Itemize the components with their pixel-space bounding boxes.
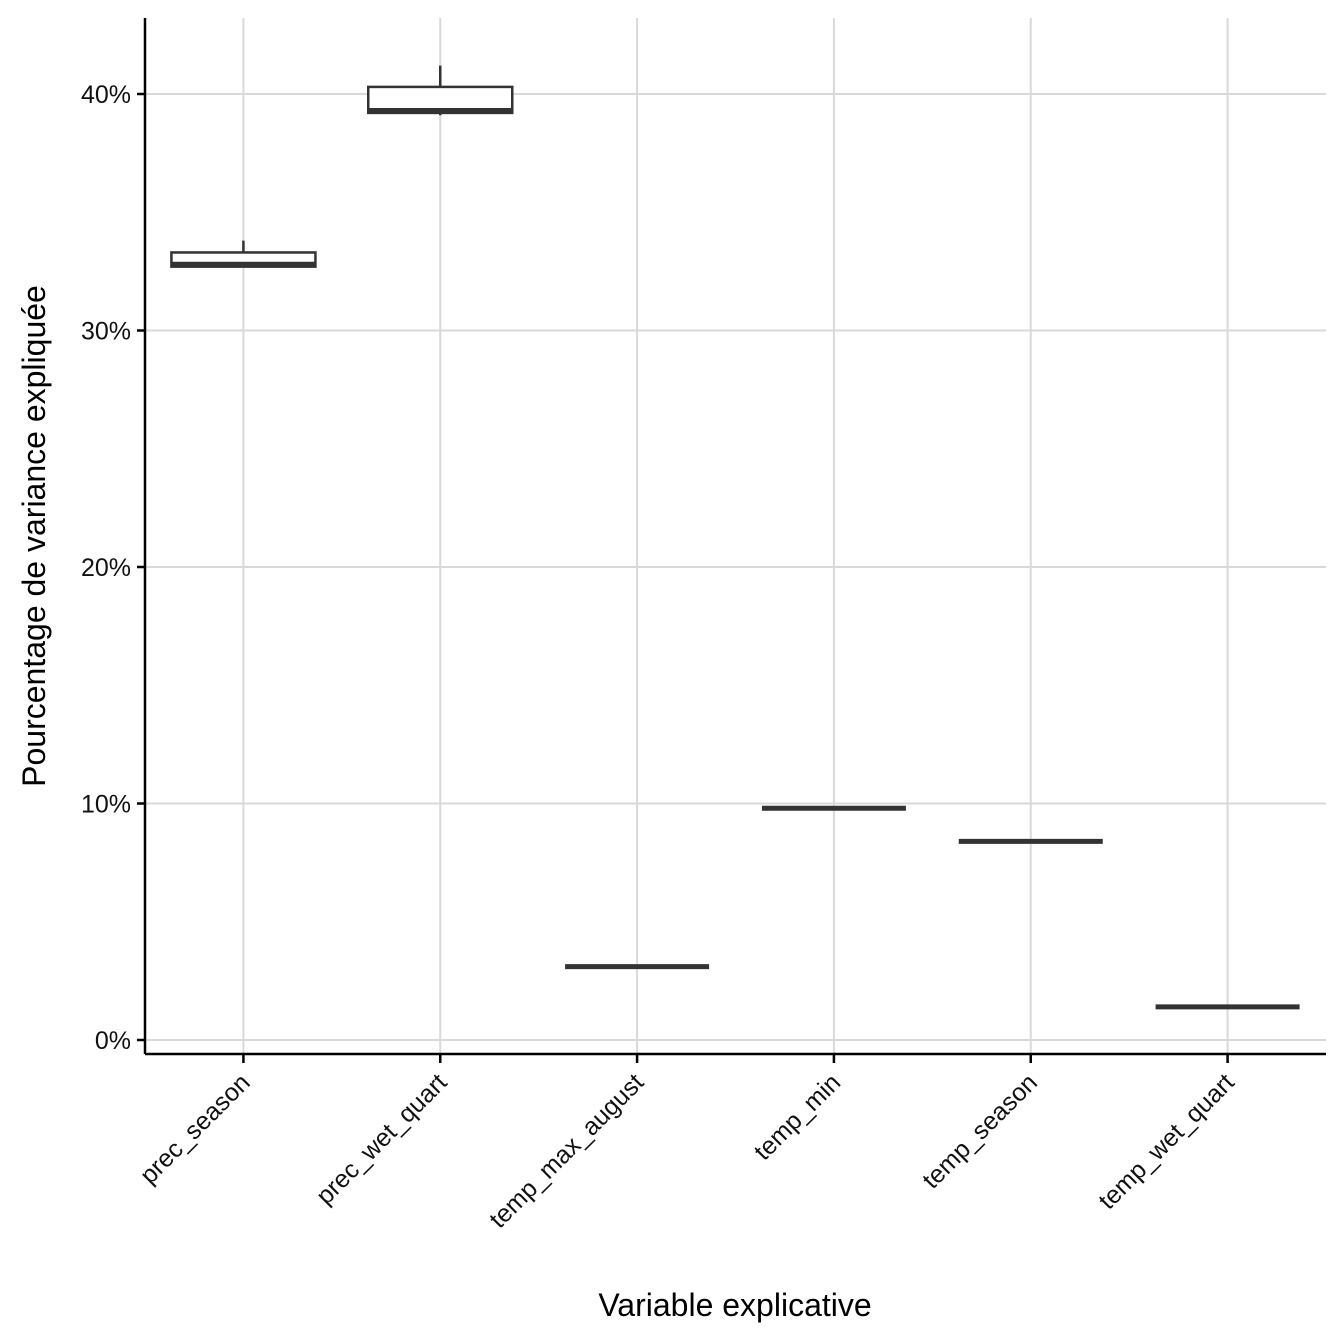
x-tick-label: temp_max_august [484, 1068, 649, 1233]
x-tick-label: prec_season [135, 1068, 256, 1189]
y-tick-label: 0% [95, 1027, 131, 1055]
x-tick-label: temp_wet_quart [1093, 1068, 1240, 1215]
grid-layer [145, 18, 1326, 1054]
y-tick-label: 30% [81, 318, 131, 346]
boxes-layer [170, 65, 1300, 1010]
x-tick-label: prec_wet_quart [311, 1068, 453, 1210]
x-tick-label: temp_min [749, 1068, 846, 1165]
axes-layer [137, 18, 1326, 1063]
x-axis-title: Variable explicative [598, 1287, 871, 1323]
box-prec_season [170, 240, 317, 268]
y-axis-title: Pourcentage de variance expliquée [16, 285, 52, 787]
x-tick-label: temp_season [917, 1068, 1043, 1194]
y-tick-label: 40% [81, 81, 131, 109]
y-tick-label: 10% [81, 791, 131, 819]
y-tick-label: 20% [81, 554, 131, 582]
box-prec_wet_quart [367, 65, 514, 116]
